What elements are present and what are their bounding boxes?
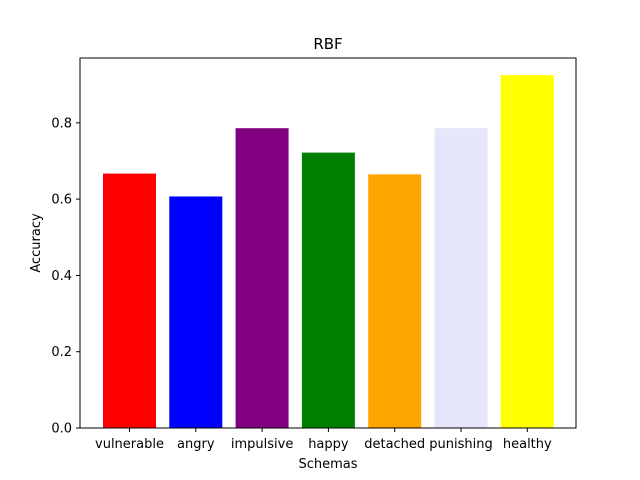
bars-group	[103, 75, 554, 428]
x-tick-label: punishing	[429, 437, 492, 452]
chart-title: RBF	[313, 35, 342, 53]
y-axis-label: Accuracy	[29, 213, 44, 273]
x-tick-label: vulnerable	[95, 437, 164, 452]
x-axis-label: Schemas	[298, 457, 357, 472]
x-ticks-group: vulnerable angry impulsive happy detached pun…	[95, 428, 552, 452]
bar-punishing	[434, 128, 488, 428]
x-tick-label: impulsive	[231, 437, 293, 452]
y-tick-label: 0.4	[51, 269, 72, 284]
bar-healthy	[500, 75, 554, 428]
y-tick-label: 0.0	[51, 422, 72, 437]
x-tick-label: healthy	[503, 437, 552, 452]
y-tick-label: 0.2	[51, 345, 72, 360]
bar-happy	[301, 152, 355, 428]
x-tick-label: angry	[177, 437, 215, 452]
x-tick-label: happy	[308, 437, 349, 452]
plot-frame	[79, 57, 577, 429]
x-tick-label: detached	[364, 437, 425, 452]
bar-vulnerable	[103, 173, 156, 428]
y-tick-label: 0.8	[51, 116, 72, 131]
bar-angry	[169, 196, 223, 428]
bar-impulsive	[235, 128, 289, 428]
bar-detached	[368, 174, 422, 428]
y-tick-label: 0.6	[51, 193, 72, 208]
y-ticks-group: 0.0 0.2 0.4 0.6 0.8	[51, 116, 80, 437]
